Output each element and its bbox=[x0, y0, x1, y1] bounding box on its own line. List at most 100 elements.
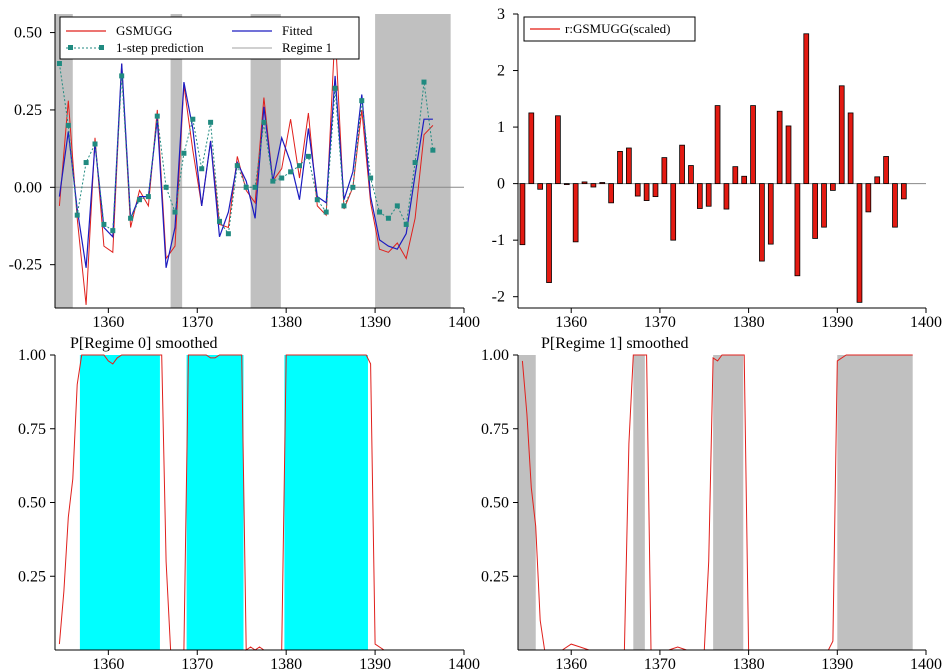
prediction-point bbox=[297, 163, 303, 169]
prediction-point bbox=[154, 113, 160, 119]
regime1-band bbox=[713, 355, 744, 650]
prediction-point bbox=[385, 215, 391, 221]
bar bbox=[581, 181, 588, 185]
bar bbox=[741, 175, 748, 185]
y-tick-label: -0.25 bbox=[9, 257, 42, 274]
bar bbox=[643, 183, 650, 201]
bar bbox=[696, 183, 703, 209]
y-tick-label: 0 bbox=[497, 176, 505, 193]
panel-series: 1360 1370 1380 1390 1400 -0.25 0.00 0.25 0.50 GS… bbox=[9, 14, 480, 331]
y-tick-label: 1.00 bbox=[18, 347, 46, 364]
bar bbox=[900, 183, 907, 200]
prediction-point bbox=[288, 169, 294, 175]
legend-label-fitted: Fitted bbox=[282, 23, 313, 38]
prediction-point bbox=[279, 175, 285, 181]
y-tick-label: 0.25 bbox=[481, 568, 509, 585]
prediction-point bbox=[377, 209, 383, 215]
prediction-point bbox=[270, 178, 276, 184]
prediction-point bbox=[359, 98, 365, 104]
prediction-point bbox=[314, 197, 320, 203]
y-tick-label: 0.25 bbox=[18, 568, 46, 585]
legend: r:GSMUGG(scaled) bbox=[523, 16, 696, 42]
bar bbox=[794, 183, 801, 277]
y-tick-label: -2 bbox=[492, 289, 505, 306]
bar bbox=[838, 85, 845, 185]
prediction-point bbox=[323, 209, 329, 215]
x-tick-label: 1380 bbox=[270, 656, 302, 670]
bar bbox=[821, 183, 827, 228]
x-tick-label: 1400 bbox=[910, 656, 942, 670]
prediction-point bbox=[119, 73, 125, 79]
y-tick-label: 0.50 bbox=[14, 25, 42, 42]
bar bbox=[670, 183, 677, 241]
bar bbox=[617, 150, 623, 185]
bar bbox=[519, 183, 526, 246]
bar bbox=[563, 183, 570, 186]
prediction-point bbox=[101, 221, 107, 227]
bars bbox=[519, 33, 907, 303]
x-tick-label: 1390 bbox=[359, 656, 391, 670]
prediction-point bbox=[430, 147, 436, 153]
prediction-point bbox=[208, 119, 214, 125]
regime0-band bbox=[284, 355, 368, 650]
probability-line bbox=[58, 354, 451, 651]
bar bbox=[608, 183, 614, 204]
prediction-point bbox=[74, 212, 80, 218]
bar bbox=[688, 165, 694, 185]
bar bbox=[856, 183, 863, 303]
y-tick-label: 0.75 bbox=[18, 421, 46, 438]
prediction-point bbox=[128, 215, 134, 221]
regime0-band bbox=[186, 355, 244, 650]
bar bbox=[830, 183, 836, 191]
regime1-band bbox=[518, 355, 536, 650]
x-tick-label: 1390 bbox=[821, 314, 853, 331]
legend-marker-prediction-2 bbox=[99, 45, 104, 50]
bar bbox=[537, 183, 544, 190]
panel-title-regime1: P[Regime 1] smoothed bbox=[541, 335, 689, 352]
bar bbox=[803, 33, 810, 185]
y-tick-label: 1 bbox=[497, 119, 505, 136]
y-tick-label: 0.25 bbox=[14, 102, 42, 119]
x-tick-label: 1360 bbox=[92, 656, 124, 670]
prediction-point bbox=[145, 194, 151, 200]
bar bbox=[661, 157, 668, 185]
series-lines bbox=[56, 29, 436, 305]
bar bbox=[874, 176, 881, 185]
bar bbox=[528, 112, 535, 185]
legend-label-gsmugg: GSMUGG bbox=[116, 23, 172, 38]
x-tick-label: 1380 bbox=[733, 314, 765, 331]
panel-scaled: 1360 1370 1380 1390 1400 -2 -1 0 1 2 3 r:GSMUGG(sc… bbox=[492, 6, 942, 331]
axes: 1360 1370 1380 1390 1400 0.25 0.50 0.75 1.00 bbox=[18, 347, 480, 670]
x-tick-label: 1380 bbox=[270, 314, 302, 331]
bar bbox=[546, 183, 552, 283]
y-tick-label: 2 bbox=[497, 63, 505, 80]
bar bbox=[714, 105, 721, 185]
regime1-shading bbox=[518, 355, 913, 650]
series-fitted bbox=[58, 63, 433, 268]
x-tick-label: 1360 bbox=[555, 656, 587, 670]
bar bbox=[759, 183, 765, 262]
bar bbox=[599, 182, 606, 185]
x-tick-label: 1390 bbox=[359, 314, 391, 331]
y-tick-label: 0.00 bbox=[14, 179, 42, 196]
prediction-point bbox=[368, 175, 374, 181]
bar bbox=[812, 183, 818, 239]
prediction-point bbox=[412, 160, 418, 166]
prediction-point bbox=[341, 203, 347, 209]
x-tick-label: 1360 bbox=[555, 314, 587, 331]
prediction-point bbox=[234, 163, 240, 169]
x-tick-label: 1400 bbox=[910, 314, 942, 331]
bar bbox=[652, 183, 659, 198]
prediction-point bbox=[216, 218, 222, 224]
prediction-point bbox=[83, 160, 89, 166]
prediction-point bbox=[225, 231, 231, 237]
regime1-band bbox=[837, 355, 913, 650]
panel-title-regime0: P[Regime 0] smoothed bbox=[70, 335, 218, 352]
y-tick-label: -1 bbox=[492, 232, 505, 249]
bar bbox=[723, 183, 730, 210]
regime0-band bbox=[79, 355, 160, 650]
bar bbox=[626, 147, 632, 185]
bar bbox=[555, 115, 561, 185]
y-tick-label: 0.50 bbox=[481, 495, 509, 512]
legend-label-prediction: 1-step prediction bbox=[116, 40, 204, 55]
